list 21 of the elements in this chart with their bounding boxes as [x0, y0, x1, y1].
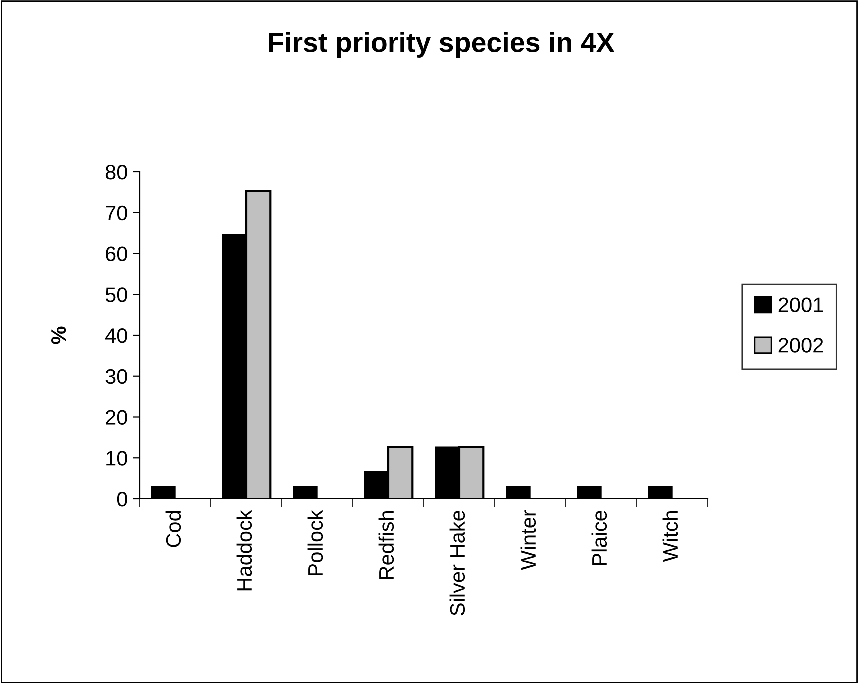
chart-title: First priority species in 4X — [269, 32, 615, 58]
y-tick-label: 80 — [106, 165, 128, 180]
legend-label: 2002 — [778, 338, 824, 353]
x-tick-label: Silver Hake — [450, 511, 466, 616]
x-tick-label: Pollock — [308, 510, 324, 576]
x-tick-label: Cod — [166, 511, 182, 548]
y-tick-label: 70 — [106, 206, 128, 221]
y-tick-label: 10 — [106, 451, 128, 466]
y-tick-label: 40 — [106, 328, 128, 344]
y-tick-label: 0 — [117, 492, 128, 507]
x-tick-label: Winter — [520, 510, 536, 570]
y-tick-label: 50 — [106, 288, 128, 302]
x-tick-label: Redfish — [378, 511, 394, 580]
x-tick-label: Witch — [662, 511, 678, 562]
y-tick-label: 30 — [106, 369, 128, 384]
legend-label: 2001 — [778, 298, 824, 312]
x-tick-label: Haddock — [236, 510, 252, 591]
y-tick-label: 60 — [106, 246, 128, 262]
y-axis-title: % — [51, 326, 66, 344]
y-tick-label: 20 — [106, 410, 128, 426]
x-tick-label: Plaice — [592, 511, 608, 566]
